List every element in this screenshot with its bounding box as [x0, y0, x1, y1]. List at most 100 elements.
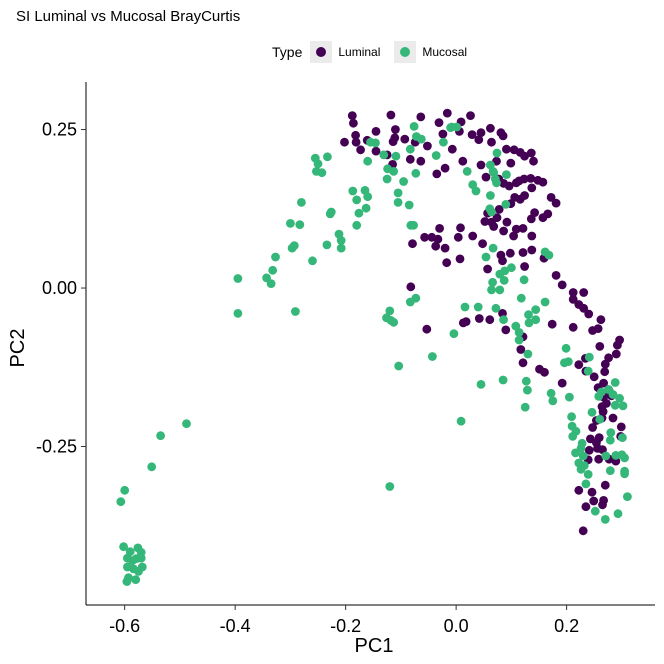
data-point	[336, 243, 346, 253]
data-point	[137, 562, 147, 572]
data-point	[518, 224, 528, 233]
data-point	[507, 263, 516, 273]
data-point	[119, 542, 128, 552]
data-point	[524, 310, 533, 320]
data-point	[523, 349, 533, 359]
data-point	[615, 393, 624, 403]
x-tick-label: 0.2	[554, 616, 579, 636]
data-point	[516, 345, 526, 354]
data-point	[499, 226, 508, 236]
data-point	[233, 274, 243, 283]
data-point	[514, 335, 524, 345]
data-point	[291, 307, 300, 316]
legend-label-mucosal: Mucosal	[422, 45, 468, 59]
data-point	[440, 163, 450, 173]
data-point	[480, 217, 490, 226]
data-point	[385, 482, 395, 491]
data-point	[578, 451, 588, 461]
data-point	[504, 181, 514, 191]
data-point	[391, 151, 401, 161]
data-point	[519, 174, 529, 184]
data-point	[551, 271, 561, 280]
data-point	[613, 509, 623, 519]
legend-label-luminal: Luminal	[338, 45, 381, 59]
data-point	[547, 319, 557, 329]
data-point	[491, 303, 501, 313]
data-point	[354, 208, 364, 218]
data-point	[587, 407, 597, 417]
data-point	[495, 285, 505, 295]
data-point	[538, 177, 548, 187]
series-luminal	[340, 108, 626, 536]
data-point	[452, 122, 462, 132]
data-point	[131, 554, 141, 564]
data-point	[476, 128, 486, 138]
data-point	[500, 266, 510, 276]
data-point	[568, 322, 578, 332]
data-point	[568, 295, 578, 304]
data-point	[530, 208, 539, 218]
data-point	[608, 390, 618, 399]
data-point	[310, 153, 320, 163]
data-point	[511, 321, 521, 331]
data-point	[565, 392, 574, 402]
data-point	[416, 156, 426, 166]
data-point	[432, 169, 442, 179]
data-point	[578, 526, 588, 536]
data-point	[295, 220, 305, 230]
data-point	[399, 177, 408, 186]
legend-key-mucosal	[394, 41, 417, 63]
data-point	[488, 277, 497, 287]
data-point	[605, 435, 615, 445]
data-point	[587, 487, 597, 497]
data-point	[471, 186, 481, 196]
data-point	[546, 193, 556, 202]
data-point	[623, 492, 632, 501]
data-point	[492, 213, 502, 223]
data-point	[498, 375, 508, 385]
data-point	[442, 108, 452, 118]
data-point	[404, 200, 414, 210]
data-point	[347, 111, 357, 120]
data-point	[499, 276, 509, 285]
data-point	[483, 264, 492, 274]
data-point	[546, 388, 556, 398]
y-axis-label: PC2	[7, 329, 29, 368]
data-point	[391, 125, 400, 134]
axes: -0.6 -0.4 -0.2 0.0 0.2 0.25 0.00 -0.25	[36, 82, 655, 636]
data-point	[468, 231, 478, 241]
data-point	[379, 150, 389, 160]
data-point	[363, 156, 373, 166]
data-point	[505, 248, 515, 258]
data-point	[382, 174, 392, 184]
data-point	[518, 248, 528, 257]
data-point	[416, 112, 426, 122]
data-point	[458, 156, 468, 166]
data-point	[618, 401, 628, 411]
data-point	[371, 146, 381, 156]
data-point	[604, 353, 613, 363]
data-point	[595, 342, 605, 351]
data-point	[498, 131, 508, 141]
data-point	[529, 156, 538, 166]
data-point	[521, 376, 531, 386]
data-point	[431, 241, 441, 251]
data-point	[340, 137, 349, 147]
data-point	[544, 250, 554, 260]
data-point	[595, 414, 605, 424]
data-point	[519, 275, 529, 285]
data-point	[501, 325, 511, 335]
data-point	[131, 575, 141, 584]
data-point	[458, 318, 468, 328]
data-point	[597, 387, 606, 397]
data-point	[356, 145, 365, 155]
data-point	[386, 316, 396, 325]
data-point	[579, 461, 589, 470]
data-point	[527, 231, 537, 241]
data-point	[520, 262, 529, 271]
data-point	[610, 400, 620, 410]
data-point	[123, 562, 132, 572]
data-point	[511, 224, 521, 234]
data-point	[420, 232, 429, 242]
